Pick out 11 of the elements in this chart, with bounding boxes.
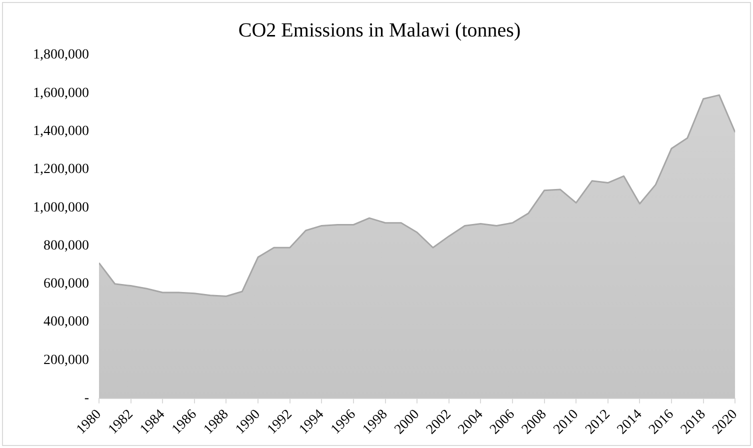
y-tick-label: 800,000 — [44, 238, 89, 254]
y-tick-label: - — [84, 390, 90, 406]
y-tick-label: 1,600,000 — [33, 86, 89, 101]
y-tick-label: 1,000,000 — [33, 200, 89, 216]
y-tick-label: 1,200,000 — [33, 162, 89, 178]
y-tick-label: 1,400,000 — [33, 124, 89, 139]
y-tick-label: 400,000 — [44, 314, 89, 330]
y-tick-label: 200,000 — [44, 352, 89, 368]
y-tick-label: 1,800,000 — [33, 48, 89, 63]
y-tick-label: 600,000 — [44, 276, 89, 292]
chart-title: CO2 Emissions in Malawi (tonnes) — [238, 19, 521, 42]
